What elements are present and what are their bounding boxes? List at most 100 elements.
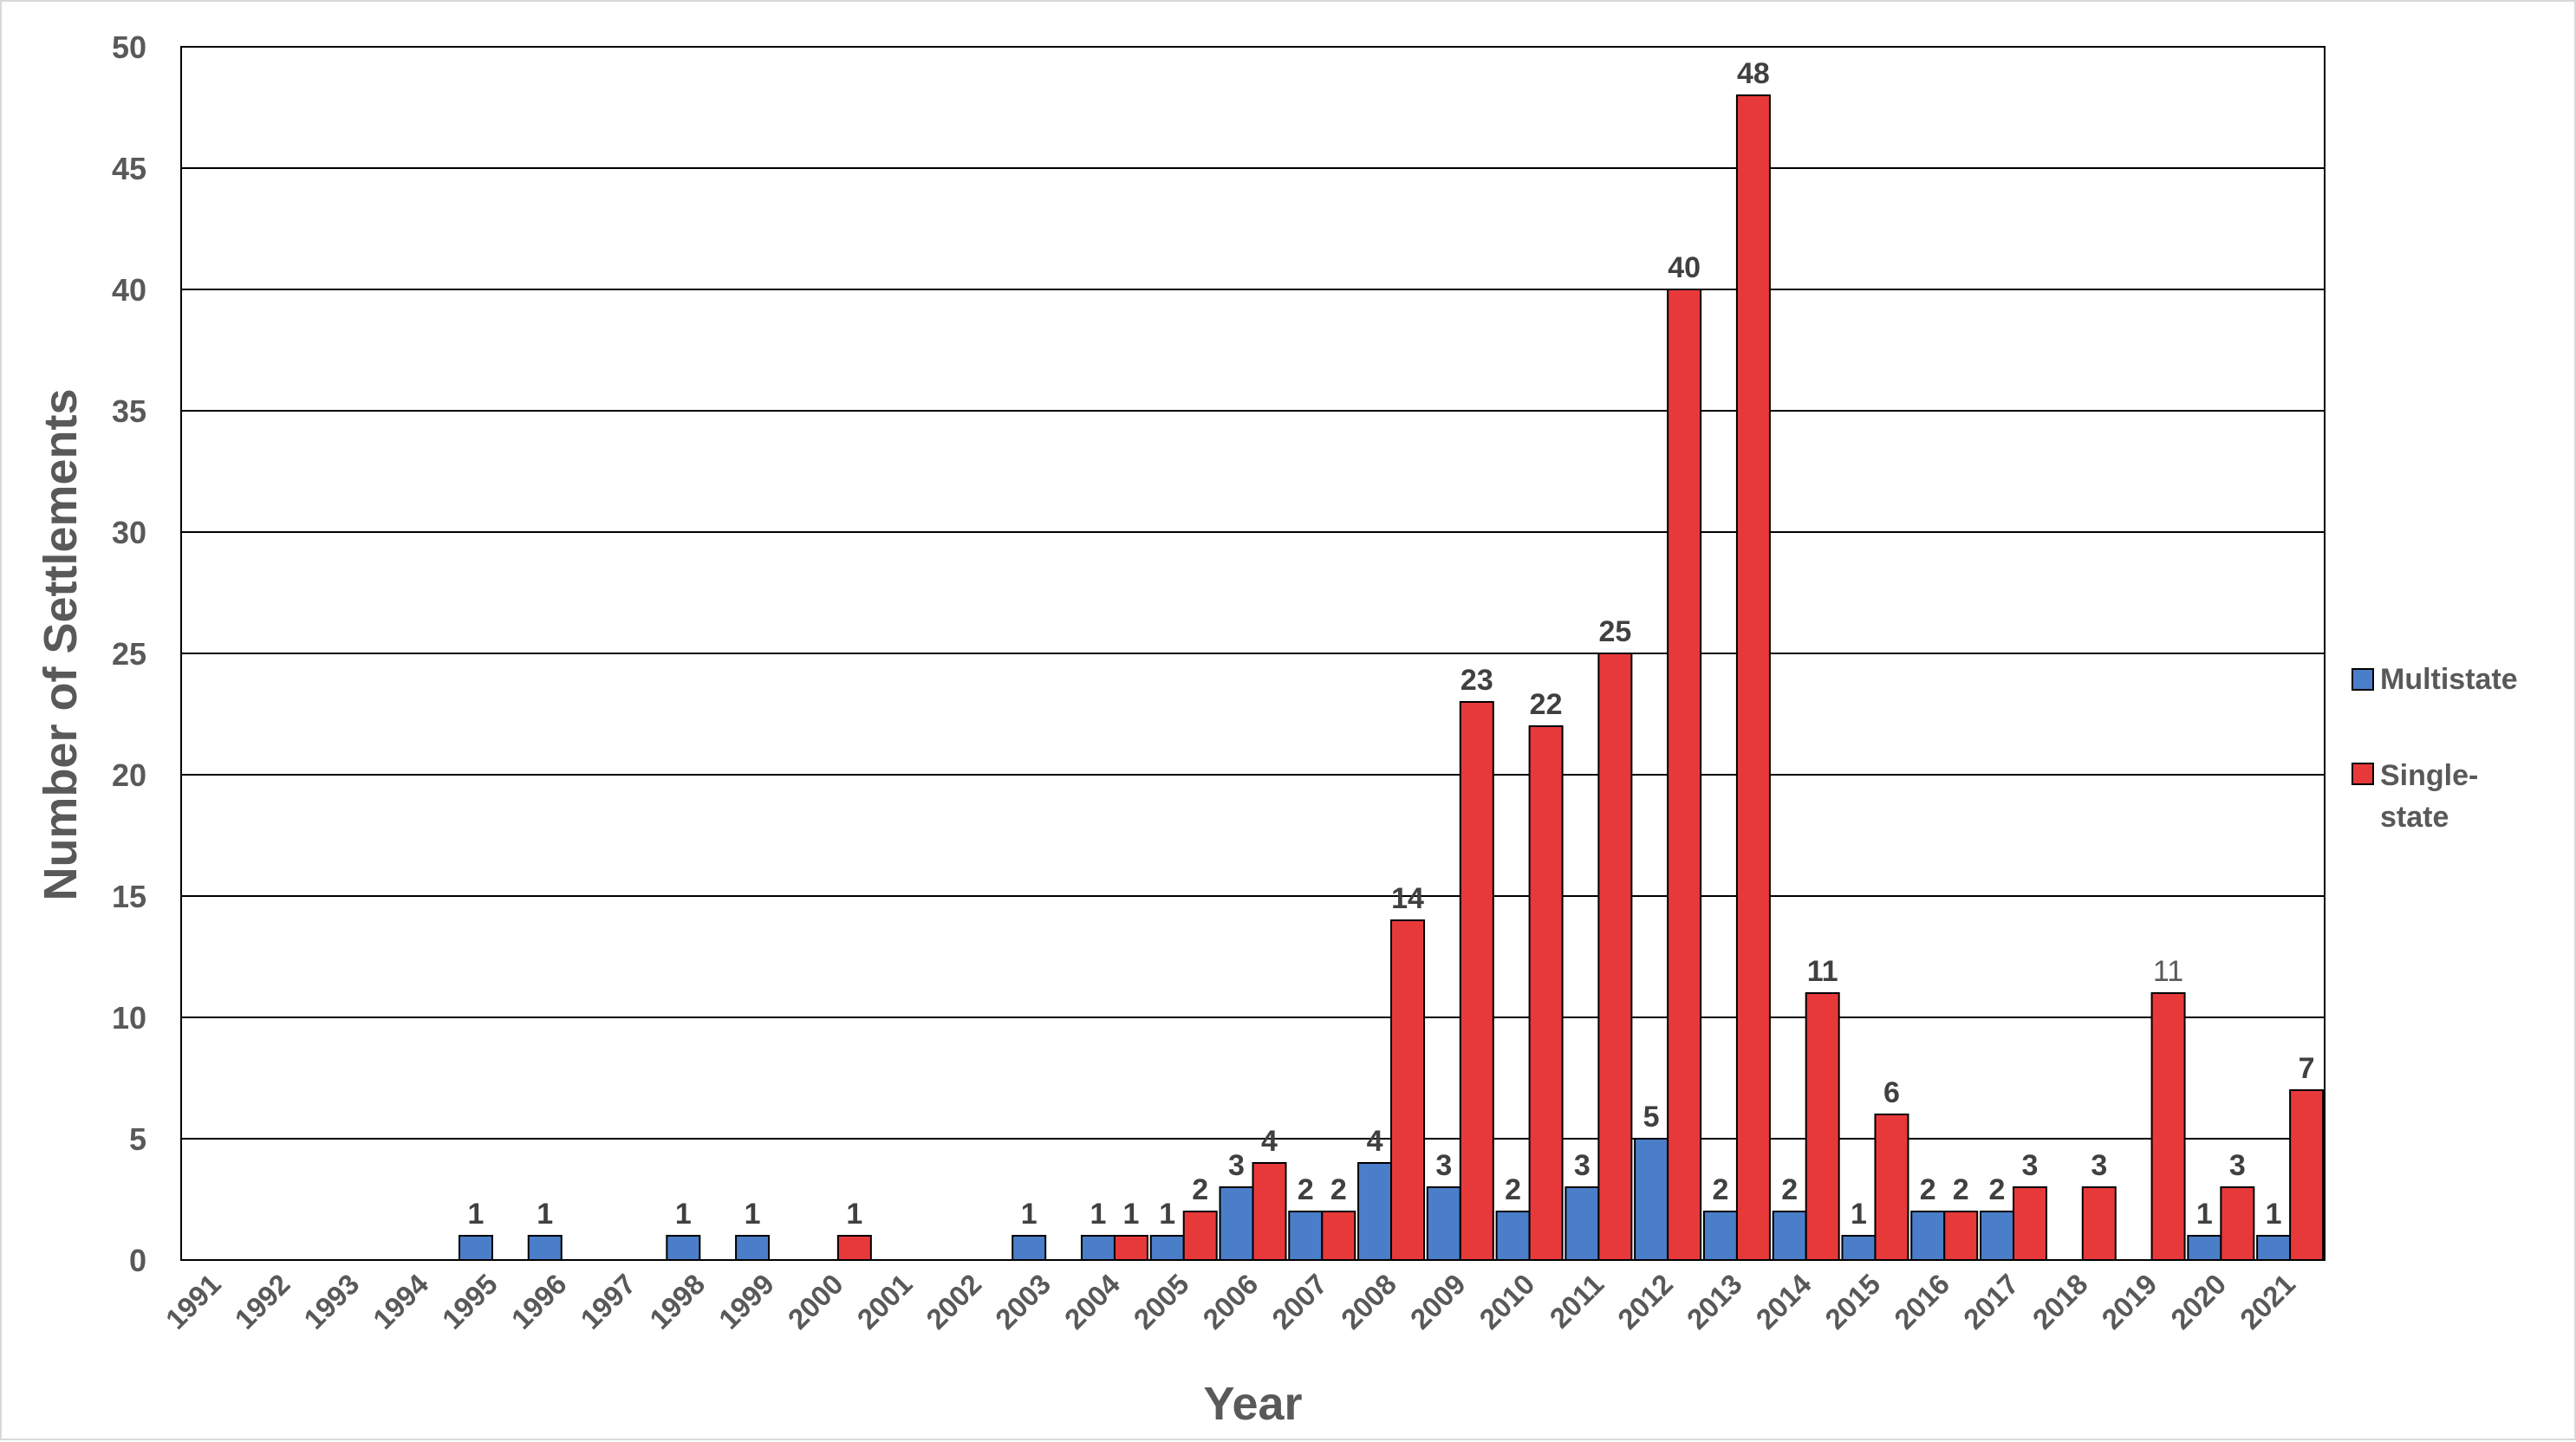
- plot-area-border: [180, 46, 2326, 1261]
- bar-single-state: [1528, 725, 1564, 1261]
- y-tick-label: 30: [112, 515, 146, 550]
- bar-multistate: [1080, 1235, 1116, 1261]
- y-tick-label: 5: [129, 1121, 146, 1157]
- bar-single-state: [1667, 289, 1702, 1261]
- data-label: 2: [1953, 1173, 1969, 1206]
- x-tick-label: 2010: [1473, 1268, 1540, 1335]
- data-label: 1: [1159, 1198, 1175, 1231]
- bar-multistate: [1634, 1138, 1669, 1261]
- bars: [458, 94, 2325, 1261]
- data-label: 7: [2299, 1052, 2315, 1085]
- x-tick-label: 2019: [2095, 1268, 2163, 1335]
- data-label: 1: [1021, 1198, 1038, 1231]
- data-label: 1: [745, 1198, 761, 1231]
- x-tick-label: 1994: [367, 1267, 435, 1335]
- x-tick-label: 2003: [989, 1268, 1057, 1335]
- data-label: 4: [1367, 1125, 1383, 1158]
- bar-single-state: [1735, 94, 1771, 1261]
- bar-multistate: [1772, 1211, 1807, 1261]
- data-label: 2: [1298, 1173, 1314, 1206]
- x-tick-label: 1995: [436, 1268, 504, 1335]
- bar-multistate: [2187, 1235, 2222, 1261]
- data-label: 5: [1643, 1101, 1660, 1133]
- data-label: 1: [1122, 1198, 1139, 1231]
- x-tick-label: 2008: [1335, 1268, 1402, 1335]
- data-label: 3: [2022, 1149, 2039, 1182]
- data-label: 2: [1712, 1173, 1728, 1206]
- bar-multistate: [1910, 1211, 1946, 1261]
- data-label: 23: [1460, 664, 1493, 697]
- y-tick-label: 0: [129, 1243, 146, 1278]
- bar-multistate: [1426, 1186, 1461, 1261]
- x-tick-label: 1998: [643, 1268, 711, 1335]
- bar-multistate: [1012, 1235, 1047, 1261]
- bar-multistate: [1149, 1235, 1185, 1261]
- legend: Multistate Single-state: [2352, 663, 2518, 834]
- x-tick-label: 2018: [2026, 1268, 2094, 1335]
- x-tick-label: 1997: [574, 1268, 641, 1335]
- legend-swatch-single-state: [2352, 763, 2374, 785]
- bar-multistate: [1357, 1162, 1393, 1261]
- data-label: 3: [1228, 1149, 1245, 1182]
- data-label: 3: [2091, 1149, 2107, 1182]
- bar-single-state: [1805, 992, 1840, 1261]
- data-label: 1: [846, 1198, 862, 1231]
- bar-multistate: [1564, 1186, 1600, 1261]
- legend-label-single-state: Single-state: [2380, 759, 2478, 834]
- bar-single-state: [2081, 1186, 2117, 1261]
- y-axis-title: Number of Settlements: [35, 388, 87, 900]
- bar-single-state: [1390, 919, 1426, 1261]
- x-tick-label: 2020: [2164, 1268, 2232, 1335]
- data-label: 14: [1391, 882, 1424, 915]
- bar-single-state: [1113, 1235, 1148, 1261]
- y-tick-label: 50: [112, 29, 146, 65]
- bar-single-state: [1874, 1114, 1909, 1261]
- data-label: 1: [468, 1198, 485, 1231]
- y-tick-label: 45: [112, 151, 146, 186]
- data-label: 2: [1505, 1173, 1521, 1206]
- x-tick-label: 2011: [1544, 1268, 1610, 1335]
- x-tick-label: 2021: [2234, 1268, 2301, 1335]
- y-tick-label: 40: [112, 272, 146, 308]
- x-tick-label: 1996: [505, 1268, 573, 1335]
- data-label: 1: [2196, 1198, 2213, 1231]
- data-label: 11: [2153, 955, 2183, 988]
- bar-multistate: [1702, 1211, 1738, 1261]
- y-tick-label: 35: [112, 393, 146, 429]
- x-tick-label: 2013: [1681, 1268, 1748, 1335]
- x-tick-label: 2000: [782, 1268, 849, 1335]
- x-tick-label: 2012: [1611, 1268, 1679, 1335]
- x-axis-title: Year: [1203, 1378, 1302, 1430]
- x-tick-label: 2002: [920, 1268, 987, 1335]
- legend-swatch-multistate: [2352, 668, 2374, 691]
- bar-multistate: [1495, 1211, 1531, 1261]
- y-tick-label: 15: [112, 879, 146, 914]
- data-label: 2: [1330, 1173, 1347, 1206]
- x-tick-label: 2014: [1750, 1267, 1818, 1335]
- x-axis-ticks: 1991 1992 1993 1994 1995 1996 1997 1998 1999 2000…: [159, 1267, 2301, 1335]
- bar-multistate: [458, 1235, 493, 1261]
- bar-single-state: [2289, 1089, 2325, 1261]
- bar-single-state: [1597, 653, 1633, 1261]
- x-tick-label: 2006: [1196, 1268, 1264, 1335]
- y-tick-label: 20: [112, 757, 146, 793]
- bar-single-state: [1321, 1211, 1356, 1261]
- x-tick-label: 2007: [1265, 1268, 1333, 1335]
- data-label: 40: [1668, 251, 1701, 284]
- data-label: 3: [1574, 1149, 1590, 1182]
- data-label: 2: [1920, 1173, 1936, 1206]
- data-label: 3: [2229, 1149, 2246, 1182]
- y-axis-ticks: 0 5 10 15 20 25 30 35 40 45 50: [112, 29, 146, 1278]
- x-tick-label: 1999: [712, 1268, 780, 1335]
- data-label: 48: [1737, 57, 1770, 90]
- bar-single-state: [1252, 1162, 1287, 1261]
- x-tick-label: 2009: [1404, 1268, 1472, 1335]
- data-label: 1: [675, 1198, 692, 1231]
- x-tick-label: 2005: [1128, 1268, 1195, 1335]
- bar-multistate: [1219, 1186, 1254, 1261]
- data-label: 22: [1530, 688, 1563, 721]
- bar-multistate: [1288, 1211, 1324, 1261]
- bar-multistate: [2256, 1235, 2292, 1261]
- data-label: 1: [1851, 1198, 1867, 1231]
